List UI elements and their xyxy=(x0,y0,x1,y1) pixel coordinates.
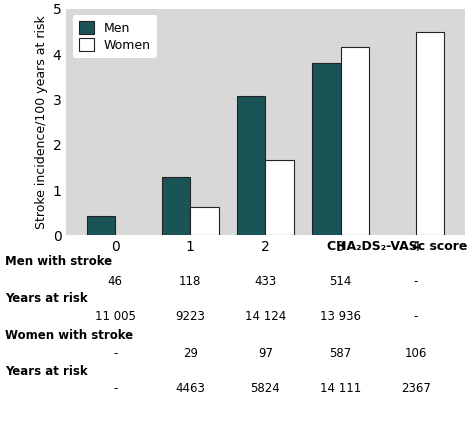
Text: -: - xyxy=(413,275,418,288)
Text: -: - xyxy=(413,310,418,323)
Text: 11 005: 11 005 xyxy=(95,310,136,323)
Text: 118: 118 xyxy=(179,275,201,288)
Text: -: - xyxy=(113,347,118,360)
Bar xyxy=(340,47,369,235)
Text: -: - xyxy=(113,382,118,395)
Bar xyxy=(162,177,191,235)
Text: Years at risk: Years at risk xyxy=(5,292,87,305)
Text: 433: 433 xyxy=(255,275,276,288)
Text: 106: 106 xyxy=(404,347,427,360)
Text: 97: 97 xyxy=(258,347,273,360)
Text: 514: 514 xyxy=(329,275,352,288)
Text: Years at risk: Years at risk xyxy=(5,365,87,378)
Bar xyxy=(237,96,265,235)
Text: Women with stroke: Women with stroke xyxy=(5,329,133,342)
Bar xyxy=(191,207,219,235)
Text: 4463: 4463 xyxy=(175,382,205,395)
Text: 2367: 2367 xyxy=(401,382,430,395)
Bar xyxy=(416,32,444,235)
Y-axis label: Stroke incidence/100 years at risk: Stroke incidence/100 years at risk xyxy=(36,15,48,229)
Bar xyxy=(265,160,294,235)
Bar xyxy=(87,216,115,235)
Text: 13 936: 13 936 xyxy=(320,310,361,323)
Text: 14 124: 14 124 xyxy=(245,310,286,323)
Text: 587: 587 xyxy=(329,347,352,360)
Text: 29: 29 xyxy=(183,347,198,360)
Text: CHA₂DS₂-VASc score: CHA₂DS₂-VASc score xyxy=(327,240,467,253)
Text: Men with stroke: Men with stroke xyxy=(5,255,112,268)
Text: 5824: 5824 xyxy=(251,382,280,395)
Bar xyxy=(312,63,340,235)
Text: 14 111: 14 111 xyxy=(320,382,361,395)
Legend: Men, Women: Men, Women xyxy=(73,15,157,58)
Text: 46: 46 xyxy=(108,275,123,288)
Text: 9223: 9223 xyxy=(175,310,205,323)
